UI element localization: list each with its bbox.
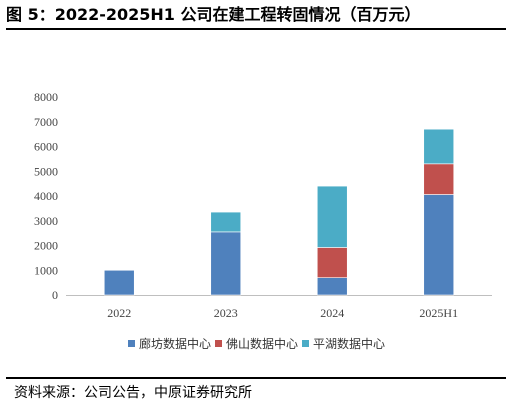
bar-segment <box>423 128 455 165</box>
x-tick-label: 2023 <box>214 306 238 320</box>
legend-label: 廊坊数据中心 <box>139 336 211 351</box>
x-tick-label: 2024 <box>320 306 344 320</box>
figure-title: 图 5：2022-2025H1 公司在建工程转固情况（百万元） <box>6 5 421 24</box>
bar-segment <box>423 163 455 195</box>
y-tick-label: 5000 <box>34 164 58 178</box>
y-tick-label: 2000 <box>34 239 58 253</box>
x-tick-label: 2022 <box>107 306 131 320</box>
bar-segment <box>210 211 242 233</box>
bar-segment <box>316 185 348 248</box>
bar-segment <box>316 277 348 296</box>
y-tick-label: 3000 <box>34 214 58 228</box>
source-note: 资料来源：公司公告，中原证券研究所 <box>14 385 252 401</box>
y-tick-label: 6000 <box>34 140 58 154</box>
title-rule <box>6 28 506 30</box>
y-tick-label: 4000 <box>34 189 58 203</box>
y-tick-label: 8000 <box>34 90 58 104</box>
y-tick-label: 0 <box>52 288 58 302</box>
legend-swatch <box>128 340 135 347</box>
bar-segment <box>316 247 348 278</box>
bar-segment <box>103 269 135 296</box>
footer-rule <box>6 377 506 379</box>
legend-label: 佛山数据中心 <box>226 336 298 351</box>
legend-label: 平湖数据中心 <box>313 336 385 351</box>
legend-swatch <box>215 340 222 347</box>
bar-segment <box>423 194 455 296</box>
y-tick-label: 7000 <box>34 115 58 129</box>
y-tick-label: 1000 <box>34 263 58 277</box>
legend-swatch <box>302 340 309 347</box>
bar-segment <box>210 231 242 296</box>
x-tick-label: 2025H1 <box>419 306 458 320</box>
